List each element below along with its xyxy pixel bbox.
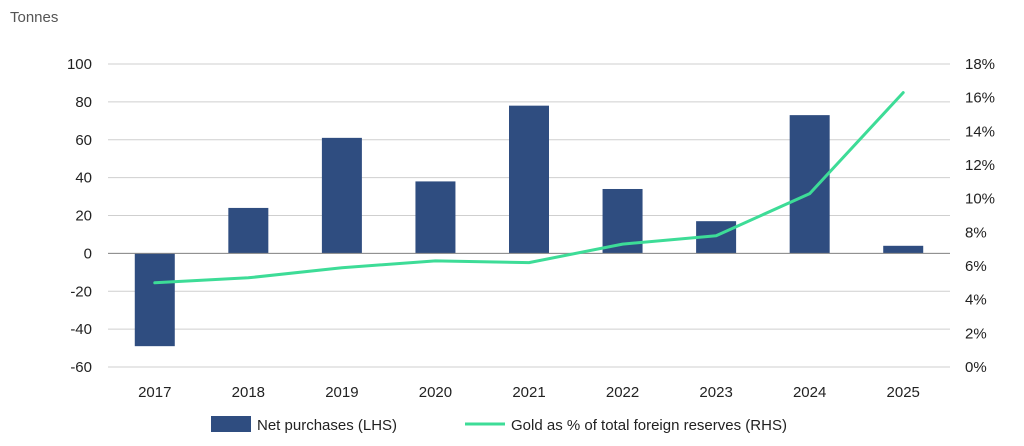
bar-2020 <box>415 181 456 254</box>
x-tick-label: 2020 <box>419 384 452 401</box>
bar-2018 <box>228 207 269 254</box>
right-tick-label: 6% <box>965 258 987 275</box>
right-tick-label: 2% <box>965 325 987 342</box>
x-tick-label: 2018 <box>232 384 265 401</box>
right-tick-label: 12% <box>965 157 995 174</box>
x-tick-label: 2025 <box>887 384 920 401</box>
x-tick-label: 2017 <box>138 384 171 401</box>
reserves-share-line <box>153 91 905 285</box>
legend-bar-label: Net purchases (LHS) <box>257 417 397 434</box>
legend-line-label: Gold as % of total foreign reserves (RHS… <box>511 417 787 434</box>
right-tick-label: 8% <box>965 224 987 241</box>
right-tick-label: 0% <box>965 359 987 376</box>
right-tick-label: 16% <box>965 90 995 107</box>
left-tick-label: 100 <box>67 56 92 73</box>
x-tick-label: 2024 <box>793 384 826 401</box>
bar-2021 <box>509 105 549 254</box>
x-tick-label: 2022 <box>606 384 639 401</box>
bar-series <box>108 105 950 347</box>
left-tick-label: 20 <box>75 208 92 225</box>
bar-2024 <box>789 115 830 254</box>
x-axis-ticks: 2017 2018 2019 2020 2021 2022 2023 2024 2025 <box>138 384 920 401</box>
bar-2019 <box>321 137 362 254</box>
y-unit-label: Tonnes <box>10 9 58 26</box>
left-axis-ticks: 100 80 60 40 20 0 -20 -40 -60 <box>67 56 92 376</box>
left-tick-label: 0 <box>84 245 92 262</box>
right-tick-label: 14% <box>965 123 995 140</box>
x-tick-label: 2021 <box>512 384 545 401</box>
right-tick-label: 4% <box>965 292 987 309</box>
bar-2025 <box>883 245 924 254</box>
left-tick-label: -20 <box>70 283 92 300</box>
right-tick-label: 10% <box>965 191 995 208</box>
bar-2017 <box>134 253 175 347</box>
x-tick-label: 2023 <box>699 384 732 401</box>
left-tick-label: -60 <box>70 359 92 376</box>
right-tick-label: 18% <box>965 56 995 73</box>
right-axis-ticks: 18% 16% 14% 12% 10% 8% 6% 4% 2% 0% <box>965 56 995 376</box>
left-tick-label: 80 <box>75 94 92 111</box>
legend: Net purchases (LHS) Gold as % of total f… <box>211 416 787 434</box>
x-tick-label: 2019 <box>325 384 358 401</box>
left-tick-label: -40 <box>70 321 92 338</box>
left-tick-label: 40 <box>75 170 92 187</box>
legend-bar-swatch <box>211 416 251 432</box>
left-tick-label: 60 <box>75 132 92 149</box>
